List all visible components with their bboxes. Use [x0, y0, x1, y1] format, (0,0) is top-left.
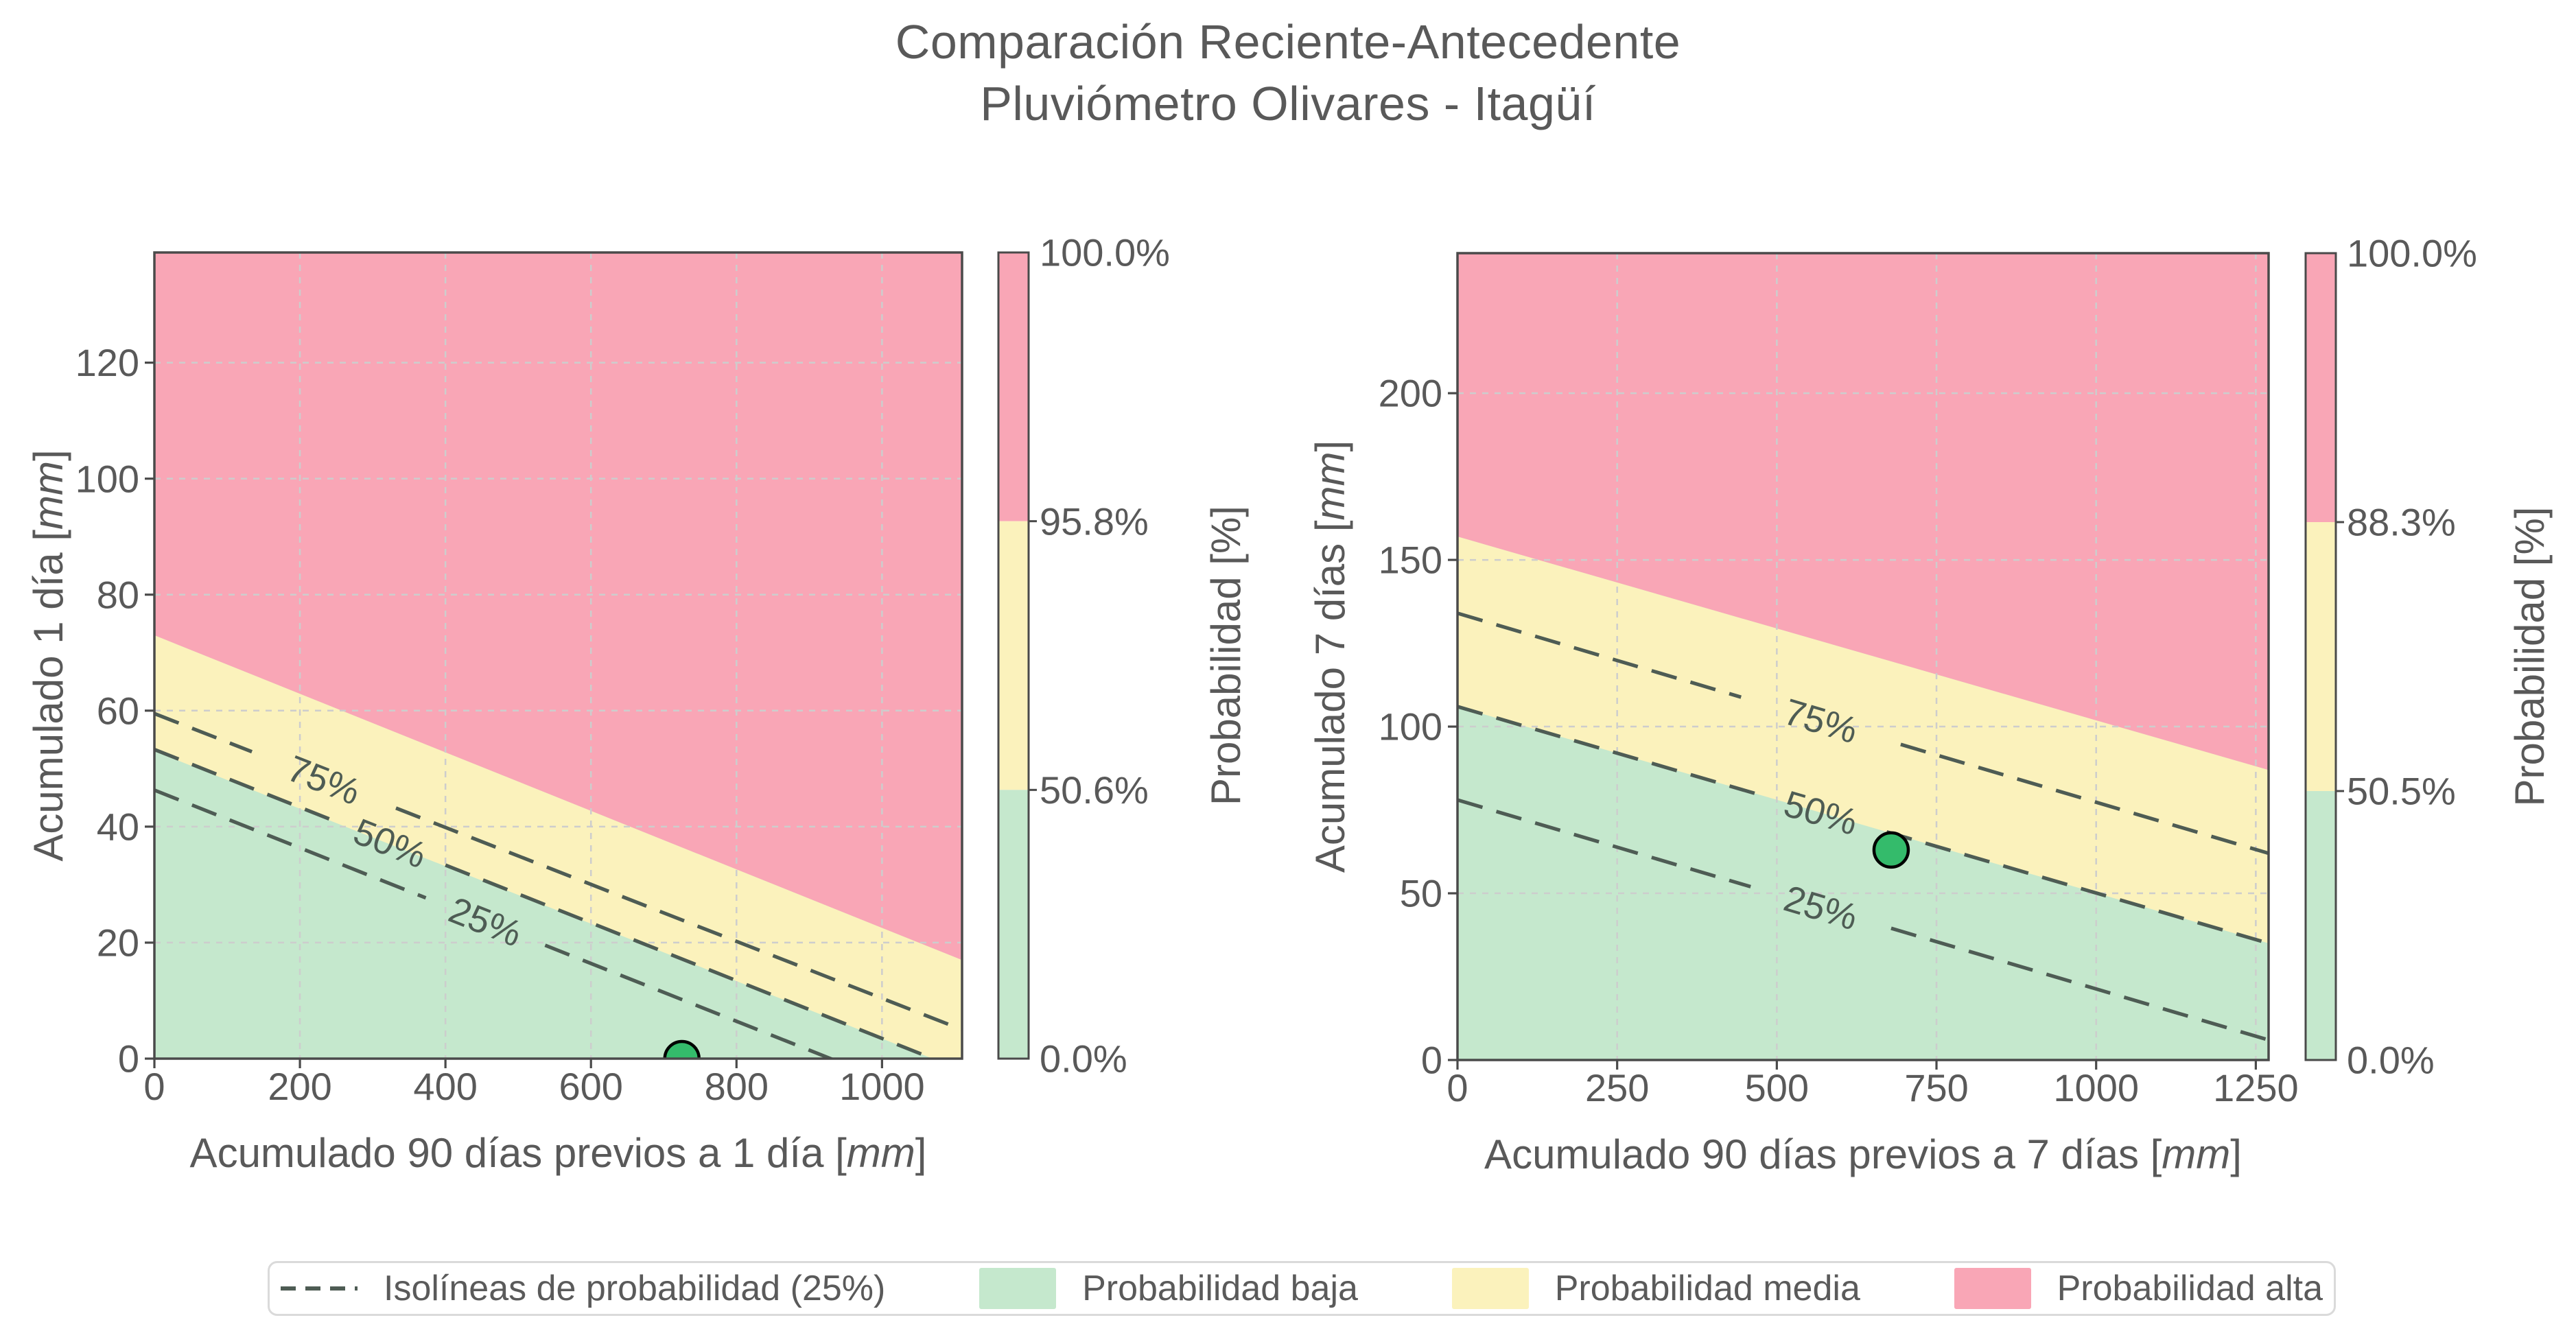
colorbar-tick-label: 0.0% [1040, 1037, 1127, 1081]
colorbar-tick-label: 95.8% [1040, 499, 1149, 543]
y-tick-label: 80 [97, 573, 139, 616]
x-tick-label: 1000 [2053, 1066, 2139, 1109]
y-tick-label: 0 [1421, 1039, 1442, 1082]
y-tick-label: 40 [97, 805, 139, 848]
region-prob-medium [154, 635, 962, 1059]
recent-1day-chart: 75%50%25%0 200 400 600 800 100002040608010012… [25, 231, 1249, 1176]
x-axis: 0 250 500 750 1000 1250 [1447, 1060, 2299, 1109]
left-chart-panel: 75% 50% 25% 0 200 400 600 800 1000 0 20 40 60 80 100 12… [0, 206, 1290, 1208]
colorbar-label: Probabilidad [%] [1203, 506, 1249, 805]
x-tick-label: 500 [1745, 1066, 1809, 1109]
x-axis-label: Acumulado 90 días previos a 1 día [mm] [190, 1130, 927, 1176]
x-tick-label: 0 [1447, 1066, 1468, 1109]
y-tick-label: 100 [1379, 705, 1442, 749]
figure-title: Comparación Reciente-Antecedente Pluvióm… [0, 11, 2576, 134]
legend-item-label: Probabilidad baja [1082, 1269, 1358, 1308]
y-tick-label: 60 [97, 689, 139, 732]
plot-border [153, 251, 963, 1060]
y-tick-label: 20 [97, 921, 139, 965]
colorbar-tick-label: 88.3% [2347, 501, 2456, 544]
right-chart-panel: 75% 50% 25% 0 250 500 750 1000 1250 0 50 100 150 200 A… [1290, 206, 2576, 1208]
isoline-25% [1457, 798, 2269, 1042]
svg-text:Acumulado 1 día [mm]: Acumulado 1 día [mm] [25, 449, 71, 861]
y-tick-label: 200 [1379, 372, 1442, 415]
region-prob-high [154, 252, 962, 961]
legend-color-swatch-prob-low [979, 1268, 1057, 1309]
legend: Isolíneas de probabilidad (25%) Probabili… [268, 1261, 2336, 1316]
legend-item-isolines: Isolíneas de probabilidad (25%) [281, 1268, 885, 1309]
svg-text:Probabilidad [%]: Probabilidad [%] [1203, 506, 1249, 805]
gridlines [1457, 253, 2269, 1060]
colorbar-label: Probabilidad [%] [2507, 507, 2553, 807]
y-tick-label: 100 [75, 457, 139, 500]
x-tick-label: 800 [705, 1065, 769, 1108]
isoline-50% [154, 748, 938, 1059]
svg-text:Probabilidad [%]: Probabilidad [%] [2507, 507, 2553, 807]
colorbar-tick-label: 100.0% [2347, 232, 2477, 275]
y-tick-label: 50 [1400, 872, 1442, 915]
x-tick-label: 0 [143, 1065, 165, 1108]
isoline-75% [1457, 611, 2269, 856]
title-line-2: Pluviómetro Olivares - Itagüí [980, 77, 1596, 130]
y-axis-label: Acumulado 7 días [mm] [1307, 440, 1353, 873]
isoline-75% [154, 711, 962, 1032]
colorbar-tick-label: 100.0% [1040, 231, 1170, 274]
legend-dashed-line-swatch [281, 1286, 358, 1291]
x-tick-label: 750 [1904, 1066, 1968, 1109]
data-point [663, 1039, 701, 1059]
x-tick-label: 200 [268, 1065, 331, 1108]
x-tick-label: 1000 [839, 1065, 925, 1108]
legend-color-swatch-prob-high [1954, 1268, 2031, 1309]
x-tick-label: 400 [413, 1065, 477, 1108]
recent-7day-chart: 75%50%25%0 250 500 750 1000 1250050100150200A… [1307, 232, 2553, 1177]
colorbar-tick-label: 50.6% [1040, 768, 1149, 812]
plot-border [1456, 252, 2270, 1061]
legend-item-prob-high: Probabilidad alta [1954, 1268, 2323, 1309]
x-axis: 0 200 400 600 800 1000 [143, 1059, 925, 1108]
x-tick-label: 250 [1585, 1066, 1649, 1109]
x-tick-label: 1250 [2213, 1066, 2299, 1109]
colorbar-tick-label: 50.5% [2347, 770, 2456, 813]
x-tick-label: 600 [559, 1065, 622, 1108]
data-point [1872, 831, 1910, 869]
legend-item-label: Isolíneas de probabilidad (25%) [384, 1269, 886, 1308]
svg-text:Acumulado 7 días [mm]: Acumulado 7 días [mm] [1307, 440, 1353, 873]
colorbar-tick-label: 0.0% [2347, 1039, 2435, 1082]
colorbar: 100.0% 95.8% 50.6% 0.0% Probabilidad [%] [997, 231, 1249, 1081]
legend-item-prob-medium: Probabilidad media [1451, 1268, 1860, 1309]
y-axis-label: Acumulado 1 día [mm] [25, 449, 71, 861]
legend-item-label: Probabilidad media [1554, 1269, 1860, 1308]
legend-item-prob-low: Probabilidad baja [979, 1268, 1358, 1309]
isoline-50% [1457, 705, 2269, 945]
y-axis: 0 50 100 150 200 [1379, 372, 1457, 1082]
x-axis-label: Acumulado 90 días previos a 7 días [mm] [1484, 1131, 2242, 1177]
colorbar: 100.0% 88.3% 50.5% 0.0% Probabilidad [%] [2304, 232, 2553, 1082]
y-axis: 0 20 40 60 80 100 120 [75, 341, 154, 1081]
gridlines [154, 252, 962, 1059]
isoline-25% [154, 788, 836, 1059]
y-tick-label: 120 [75, 341, 139, 384]
region-prob-medium [1457, 537, 2269, 943]
legend-color-swatch-prob-medium [1451, 1268, 1529, 1309]
region-prob-high [1457, 253, 2269, 770]
y-tick-label: 0 [118, 1037, 139, 1081]
legend-item-label: Probabilidad alta [2057, 1269, 2323, 1308]
title-line-1: Comparación Reciente-Antecedente [895, 15, 1681, 69]
y-tick-label: 150 [1379, 539, 1442, 582]
